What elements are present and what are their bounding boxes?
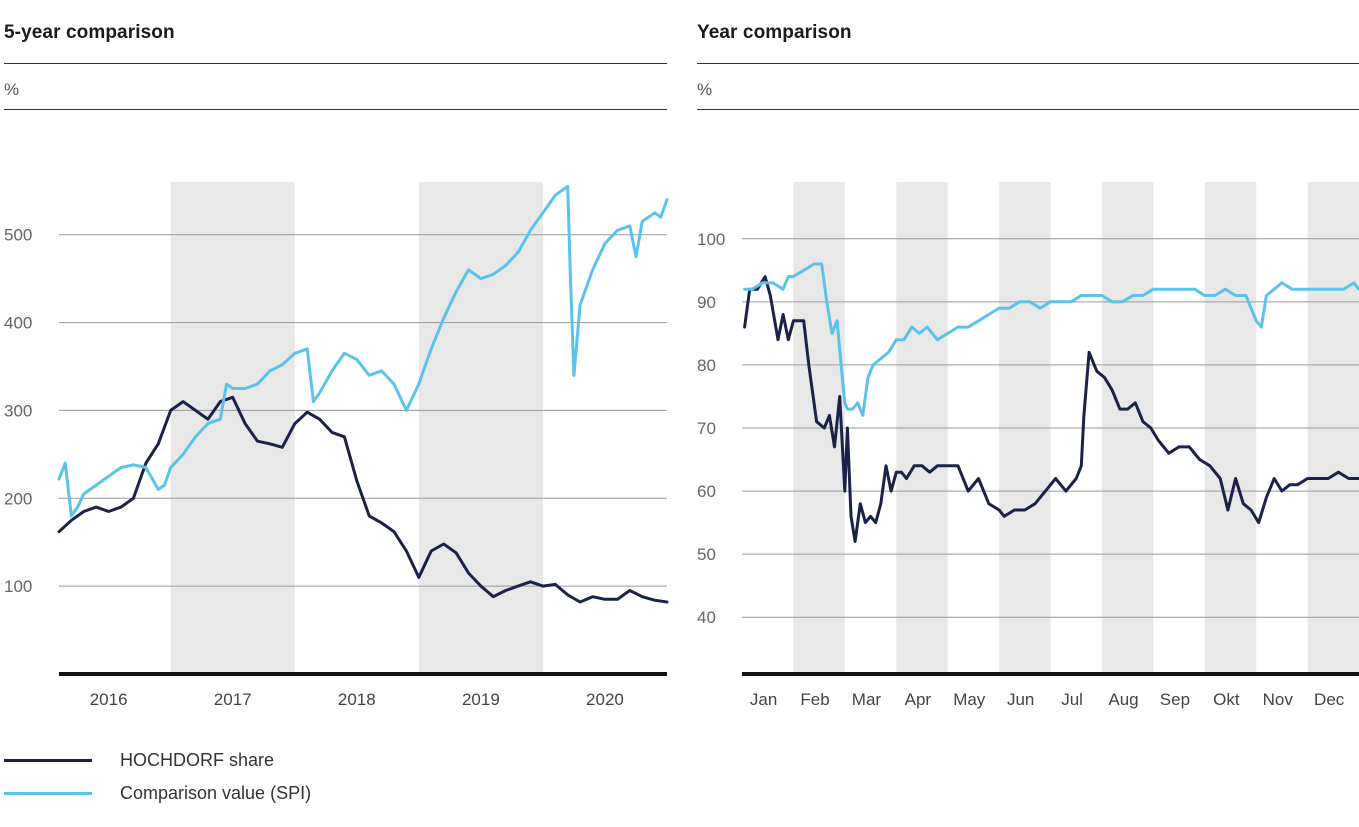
x-tick-label: 2016	[90, 690, 128, 709]
x-tick-label: Sep	[1160, 690, 1190, 709]
legend-swatch	[4, 792, 92, 795]
y-tick-label: 100	[4, 577, 32, 596]
legend-swatch	[4, 759, 92, 762]
legend-item-spi: Comparison value (SPI)	[4, 783, 311, 804]
x-tick-label: Apr	[905, 690, 932, 709]
y-tick-label: 70	[697, 419, 716, 438]
x-tick-label: 2020	[586, 690, 624, 709]
legend-label: HOCHDORF share	[120, 750, 275, 770]
x-tick-label: Jun	[1007, 690, 1034, 709]
x-tick-label: Jan	[750, 690, 777, 709]
shaded-band	[999, 182, 1051, 674]
series-line-spi	[57, 184, 669, 518]
shaded-band	[1204, 182, 1257, 674]
unit-divider	[697, 109, 1359, 110]
title-divider	[697, 63, 1359, 64]
legend-label: Comparison value (SPI)	[120, 783, 312, 803]
panel-title-year: Year comparison	[697, 22, 852, 43]
x-tick-label: Mar	[852, 690, 882, 709]
y-tick-label: 200	[4, 489, 32, 508]
y-tick-label: 500	[4, 226, 32, 245]
y-tick-label: 400	[4, 314, 32, 333]
x-tick-label: May	[953, 690, 986, 709]
x-tick-label: 2018	[338, 690, 376, 709]
x-tick-label: Dec	[1314, 690, 1345, 709]
y-tick-label: 300	[4, 401, 32, 420]
y-tick-label: 50	[697, 545, 716, 564]
shaded-band	[793, 182, 845, 674]
shaded-band	[170, 182, 295, 674]
x-tick-label: Nov	[1263, 690, 1294, 709]
shaded-band	[418, 182, 543, 674]
y-tick-label: 80	[697, 356, 716, 375]
shaded-band	[1307, 182, 1359, 674]
unit-label: %	[697, 80, 713, 99]
y-tick-label: 40	[697, 608, 716, 627]
x-tick-label: Okt	[1213, 690, 1240, 709]
x-tick-label: Jul	[1061, 690, 1083, 709]
legend-item-hochdorf: HOCHDORF share	[4, 750, 274, 771]
x-tick-label: Feb	[800, 690, 829, 709]
unit-label: %	[4, 80, 20, 99]
panel-title-5-year: 5-year comparison	[4, 22, 175, 43]
x-tick-label: 2019	[462, 690, 500, 709]
series-line-hochdorf	[57, 395, 669, 604]
x-tick-label: 2017	[214, 690, 252, 709]
shaded-band	[1101, 182, 1154, 674]
y-tick-label: 90	[697, 293, 716, 312]
x-tick-label: Aug	[1108, 690, 1138, 709]
unit-divider	[4, 109, 667, 110]
y-tick-label: 100	[697, 230, 725, 249]
title-divider	[4, 63, 667, 64]
y-tick-label: 60	[697, 482, 716, 501]
series-line-spi	[743, 262, 1359, 417]
series-line-hochdorf	[743, 275, 1359, 543]
shaded-band	[896, 182, 948, 674]
